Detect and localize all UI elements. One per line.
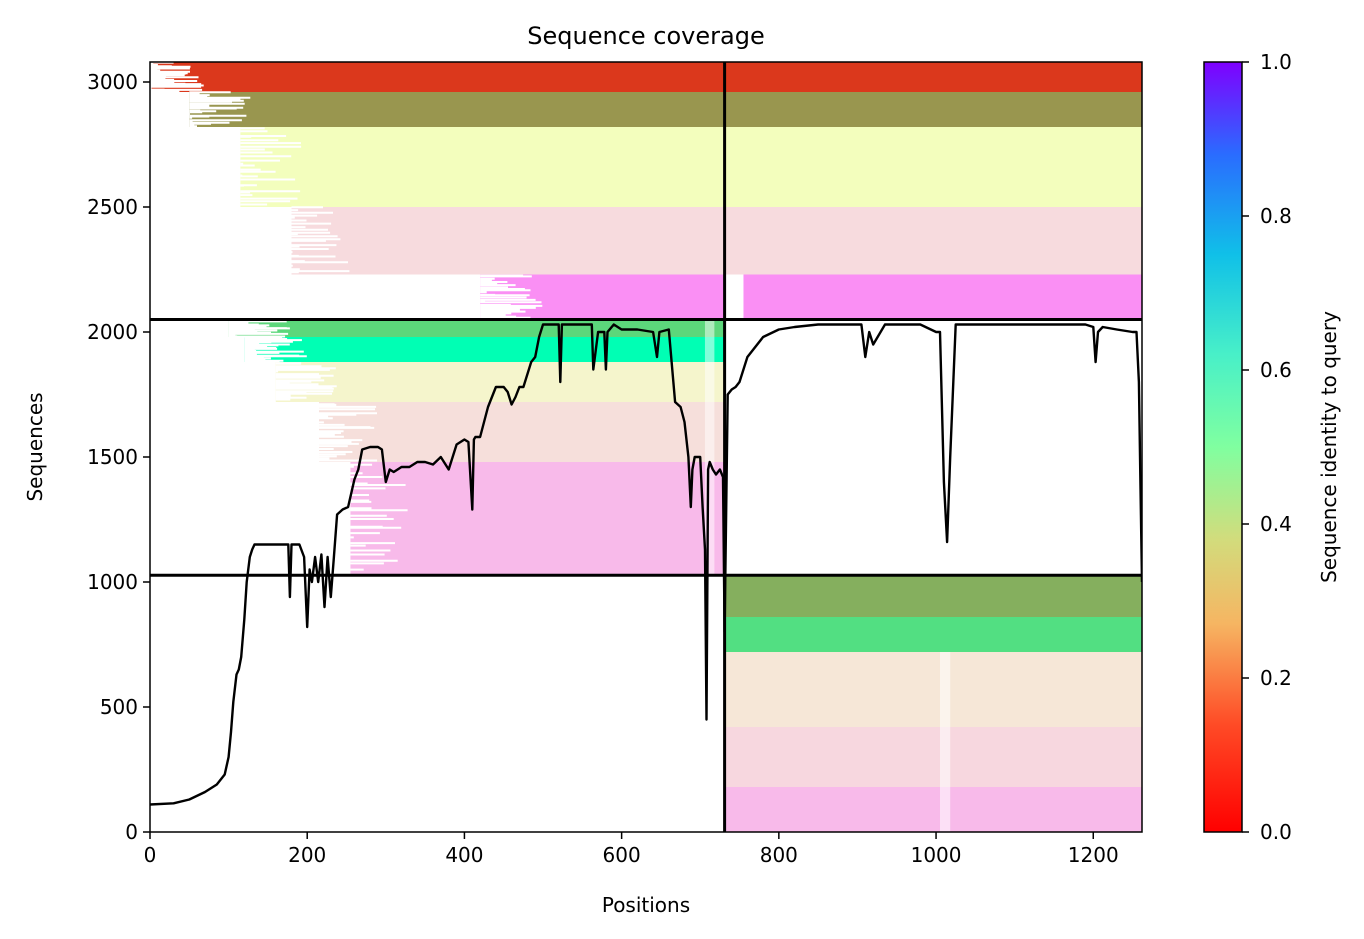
y-axis-title: Sequences bbox=[23, 392, 47, 501]
colorbar-tick-label-5: 1.0 bbox=[1260, 50, 1292, 74]
heatmap-gap-column bbox=[939, 652, 951, 832]
x-tick-label-1200: 1200 bbox=[1068, 843, 1119, 867]
x-tick-label-200: 200 bbox=[288, 843, 326, 867]
coverage-heatmap bbox=[150, 62, 1142, 832]
y-tick-label-1000: 1000 bbox=[87, 570, 138, 594]
heatmap-band-lower-right-2 bbox=[724, 652, 1142, 727]
heatmap-band-upper-left-3 bbox=[189, 92, 725, 127]
heatmap-band-upper-left-1 bbox=[291, 207, 725, 275]
x-tick-label-400: 400 bbox=[445, 843, 483, 867]
heatmap-band-middle-left-0 bbox=[350, 462, 725, 576]
heatmap-band-middle-left-3 bbox=[244, 337, 725, 362]
block-boundaries bbox=[150, 62, 1142, 832]
heatmap-band-upper-left-4 bbox=[150, 62, 725, 92]
x-tick-label-800: 800 bbox=[760, 843, 798, 867]
y-tick-label-500: 500 bbox=[100, 695, 138, 719]
heatmap-band-middle-left-4 bbox=[228, 319, 725, 337]
plot-frame bbox=[149, 61, 1143, 833]
coverage-line bbox=[150, 323, 1142, 806]
colorbar bbox=[1203, 61, 1243, 833]
heatmap-band-lower-right-1 bbox=[724, 727, 1142, 787]
y-tick-label-3000: 3000 bbox=[87, 70, 138, 94]
heatmap-band-upper-right-2 bbox=[724, 127, 1142, 207]
heatmap-band-lower-right-3 bbox=[724, 617, 1142, 652]
heatmap-band-lower-right-0 bbox=[724, 787, 1142, 832]
colorbar-tick-label-4: 0.8 bbox=[1260, 204, 1292, 228]
y-tick-label-2000: 2000 bbox=[87, 320, 138, 344]
colorbar-tick-label-1: 0.2 bbox=[1260, 666, 1292, 690]
x-tick-label-600: 600 bbox=[603, 843, 641, 867]
y-tick-label-0: 0 bbox=[125, 820, 138, 844]
y-tick-label-1500: 1500 bbox=[87, 445, 138, 469]
heatmap-band-upper-right-0 bbox=[743, 274, 1142, 320]
colorbar-tick-label-3: 0.6 bbox=[1260, 358, 1292, 382]
heatmap-band-middle-left-1 bbox=[319, 402, 725, 462]
y-axis: 0 500 1000 1500 2000 2500 3000 bbox=[87, 70, 150, 844]
x-axis-title: Positions bbox=[602, 893, 690, 917]
chart-title: Sequence coverage bbox=[527, 22, 764, 50]
heatmap-band-lower-right-4 bbox=[724, 575, 1142, 617]
heatmap-band-middle-left-2 bbox=[275, 362, 725, 402]
heatmap-band-upper-right-4 bbox=[724, 62, 1142, 92]
heatmap-band-upper-left-2 bbox=[240, 127, 725, 207]
x-tick-label-1000: 1000 bbox=[911, 843, 962, 867]
colorbar-label: Sequence identity to query bbox=[1317, 311, 1341, 583]
heatmap-gap-column-2 bbox=[704, 319, 715, 576]
x-axis: 0 200 400 600 800 1000 1200 bbox=[144, 832, 1119, 867]
colorbar-tick-label-2: 0.4 bbox=[1260, 512, 1292, 536]
x-tick-label-0: 0 bbox=[144, 843, 157, 867]
colorbar-tick-label-0: 0.0 bbox=[1260, 820, 1292, 844]
y-tick-label-2500: 2500 bbox=[87, 195, 138, 219]
heatmap-band-upper-right-1 bbox=[724, 207, 1142, 275]
heatmap-band-upper-right-3 bbox=[724, 92, 1142, 127]
colorbar-axis: 0.0 0.2 0.4 0.6 0.8 1.0 bbox=[1242, 50, 1292, 844]
